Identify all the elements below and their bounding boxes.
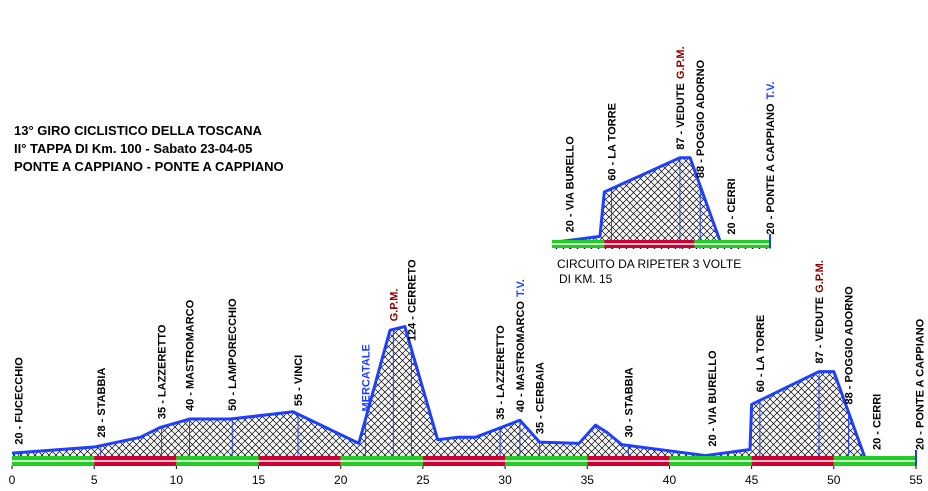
station-name: 28 - STABBIA: [96, 368, 108, 438]
station-name: 35 - CERBAIA: [535, 362, 547, 434]
profile-fill: [552, 157, 770, 249]
station-label: 20 - CERRI: [872, 394, 884, 450]
station-label: 20 - VIA BURELLO: [707, 350, 719, 447]
station-label: 87 - VEDUTE G.P.M.: [675, 46, 687, 149]
station-name: 35 - LAZZERETTO: [495, 325, 507, 420]
station-label: 88 - POGGIO ADORNO: [695, 59, 707, 178]
x-tick-label: 55: [909, 473, 923, 487]
circuit-caption: CIRCUITO DA RIPETER 3 VOLTE: [557, 257, 741, 271]
station-name: 40 - MASTROMARCO: [515, 301, 527, 413]
station-name: 88 - POGGIO ADORNO: [844, 286, 856, 405]
profile-line: [11, 325, 916, 460]
station-name: 87 - VEDUTE: [675, 83, 687, 150]
station-name: 20 - CERRI: [872, 394, 884, 450]
station-label: 35 - LAZZERETTO: [157, 324, 169, 419]
station-tag: G.P.M.: [675, 46, 687, 79]
x-tick-label: 15: [252, 473, 266, 487]
circuit-caption: DI KM. 15: [559, 272, 613, 286]
x-tick-label: 30: [498, 473, 512, 487]
station-label: 28 - STABBIA: [96, 368, 108, 438]
station-label: 60 - LA TORRE: [607, 103, 619, 181]
station-label: 20 - VIA BURELLO: [564, 136, 576, 233]
station-name: 50 - LAMPORECCHIO: [227, 298, 239, 411]
station-name: 35 - LAZZERETTO: [157, 324, 169, 419]
station-name: 20 - PONTE A CAPPIANO: [765, 103, 777, 235]
station-label: 30 - STABBIA: [623, 367, 635, 437]
station-label: 20 - PONTE A CAPPIANO: [914, 318, 926, 450]
station-name: G.P.M.: [388, 289, 400, 322]
station-name: 88 - POGGIO ADORNO: [695, 59, 707, 178]
station-name: MERCATALE: [360, 344, 372, 411]
station-tag: T.V.: [515, 279, 527, 297]
station-label: 50 - LAMPORECCHIO: [227, 298, 239, 411]
station-label: 35 - LAZZERETTO: [495, 325, 507, 420]
x-tick-label: 5: [91, 473, 98, 487]
profile-fill: [12, 326, 916, 458]
station-tag: G.P.M.: [814, 260, 826, 293]
station-label: G.P.M.: [388, 289, 400, 322]
station-name: 87 - VEDUTE: [814, 297, 826, 364]
x-tick-label: 0: [9, 473, 16, 487]
station-tag: T.V.: [765, 81, 777, 99]
station-label: 60 - LA TORRE: [755, 315, 767, 393]
station-name: 20 - PONTE A CAPPIANO: [914, 318, 926, 450]
station-name: 20 - VIA BURELLO: [707, 350, 719, 447]
station-label: 20 - FUCECCHIO: [14, 357, 26, 445]
station-name: 55 - VINCI: [293, 355, 305, 406]
x-tick-label: 35: [581, 473, 595, 487]
station-name: 40 - MASTROMARCO: [185, 299, 197, 411]
station-name: 20 - VIA BURELLO: [564, 136, 576, 233]
x-tick-label: 20: [334, 473, 348, 487]
x-tick-label: 45: [745, 473, 759, 487]
station-label: 35 - CERBAIA: [535, 362, 547, 434]
station-label: 40 - MASTROMARCO T.V.: [515, 279, 527, 412]
station-label: MERCATALE: [360, 344, 372, 411]
chart-title: PONTE A CAPPIANO - PONTE A CAPPIANO: [14, 159, 284, 174]
x-tick-label: 25: [416, 473, 430, 487]
station-name: 30 - STABBIA: [623, 367, 635, 437]
station-label: 20 - PONTE A CAPPIANO T.V.: [765, 81, 777, 234]
station-name: 124 - CERRETO: [406, 259, 418, 341]
station-label: 124 - CERRETO: [406, 259, 418, 341]
station-label: 87 - VEDUTE G.P.M.: [814, 260, 826, 363]
station-label: 40 - MASTROMARCO: [185, 299, 197, 411]
station-label: 88 - POGGIO ADORNO: [844, 286, 856, 405]
station-name: 20 - CERRI: [726, 178, 738, 234]
chart-title: 13° GIRO CICLISTICO DELLA TOSCANA: [14, 123, 262, 138]
station-label: 20 - CERRI: [726, 178, 738, 234]
station-name: 20 - FUCECCHIO: [14, 357, 26, 445]
station-name: 60 - LA TORRE: [607, 103, 619, 181]
station-name: 60 - LA TORRE: [755, 315, 767, 393]
x-tick-label: 50: [827, 473, 841, 487]
x-tick-label: 40: [663, 473, 677, 487]
x-tick-label: 10: [170, 473, 184, 487]
station-label: 55 - VINCI: [293, 355, 305, 406]
chart-title: II° TAPPA DI Km. 100 - Sabato 23-04-05: [14, 141, 252, 156]
